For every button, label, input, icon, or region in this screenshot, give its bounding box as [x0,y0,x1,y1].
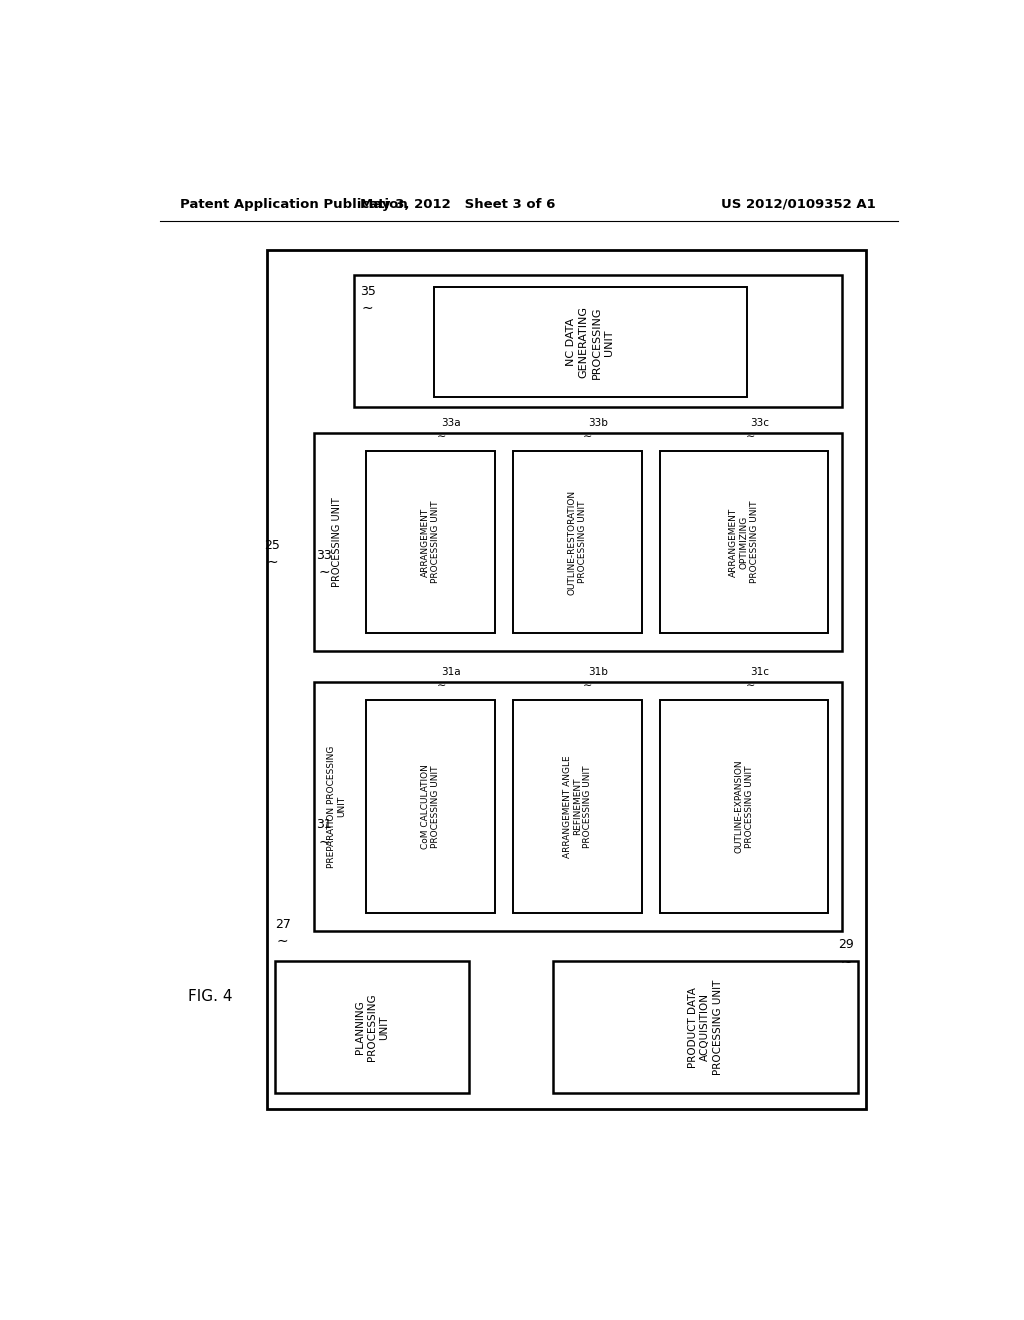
Text: PREPARATION PROCESSING
UNIT: PREPARATION PROCESSING UNIT [327,746,346,867]
Text: ∼: ∼ [436,681,445,690]
Text: OUTLINE-EXPANSION
PROCESSING UNIT: OUTLINE-EXPANSION PROCESSING UNIT [734,759,754,853]
Text: PRODUCT DATA
ACQUISITION
PROCESSING UNIT: PRODUCT DATA ACQUISITION PROCESSING UNIT [688,979,723,1074]
Text: PLANNING
PROCESSING
UNIT: PLANNING PROCESSING UNIT [354,994,389,1061]
Text: ∼: ∼ [584,432,593,442]
Text: 31: 31 [316,818,332,832]
Bar [553,961,858,1093]
Text: 29: 29 [839,939,854,952]
Text: 25: 25 [264,539,281,552]
Text: ∼: ∼ [266,554,279,569]
Text: US 2012/0109352 A1: US 2012/0109352 A1 [721,198,876,211]
Text: ∼: ∼ [745,681,755,690]
Bar [513,700,642,912]
Bar [433,288,748,397]
Bar [314,433,842,651]
Text: 33a: 33a [441,417,461,428]
Text: ∼: ∼ [745,432,755,442]
Text: OUTLINE-RESTORATION
PROCESSING UNIT: OUTLINE-RESTORATION PROCESSING UNIT [568,490,588,594]
Text: FIG. 4: FIG. 4 [187,990,232,1005]
Text: 31a: 31a [441,667,461,677]
Bar [659,700,828,912]
Text: 27: 27 [274,917,291,931]
Text: 35: 35 [359,285,376,297]
Text: ∼: ∼ [436,432,445,442]
Text: ARRANGEMENT
PROCESSING UNIT: ARRANGEMENT PROCESSING UNIT [421,500,440,583]
Bar [367,451,496,634]
Text: PROCESSING UNIT: PROCESSING UNIT [332,498,342,587]
Bar [659,451,828,634]
Text: CoM CALCULATION
PROCESSING UNIT: CoM CALCULATION PROCESSING UNIT [421,764,440,849]
Text: 33c: 33c [751,417,769,428]
Text: ARRANGEMENT
OPTIMIZING
PROCESSING UNIT: ARRANGEMENT OPTIMIZING PROCESSING UNIT [729,500,759,583]
Text: 31c: 31c [751,667,769,677]
Text: May 3, 2012   Sheet 3 of 6: May 3, 2012 Sheet 3 of 6 [359,198,555,211]
Text: ∼: ∼ [361,301,374,314]
Text: ARRANGEMENT ANGLE
REFINEMENT
PROCESSING UNIT: ARRANGEMENT ANGLE REFINEMENT PROCESSING … [562,755,593,858]
Bar [314,682,842,931]
Text: Patent Application Publication: Patent Application Publication [179,198,408,211]
Text: NC DATA
GENERATING
PROCESSING
UNIT: NC DATA GENERATING PROCESSING UNIT [566,306,614,379]
Text: ∼: ∼ [584,681,593,690]
Text: 33: 33 [316,549,332,562]
Text: 31b: 31b [588,667,608,677]
Text: ∼: ∼ [276,935,289,948]
Text: ∼: ∼ [318,565,330,579]
Bar [354,276,842,408]
Bar [274,961,469,1093]
Text: ∼: ∼ [318,834,330,849]
Text: 33b: 33b [588,417,608,428]
Bar [367,700,496,912]
Bar [513,451,642,634]
Text: ∼: ∼ [841,954,852,969]
Bar [267,249,866,1109]
